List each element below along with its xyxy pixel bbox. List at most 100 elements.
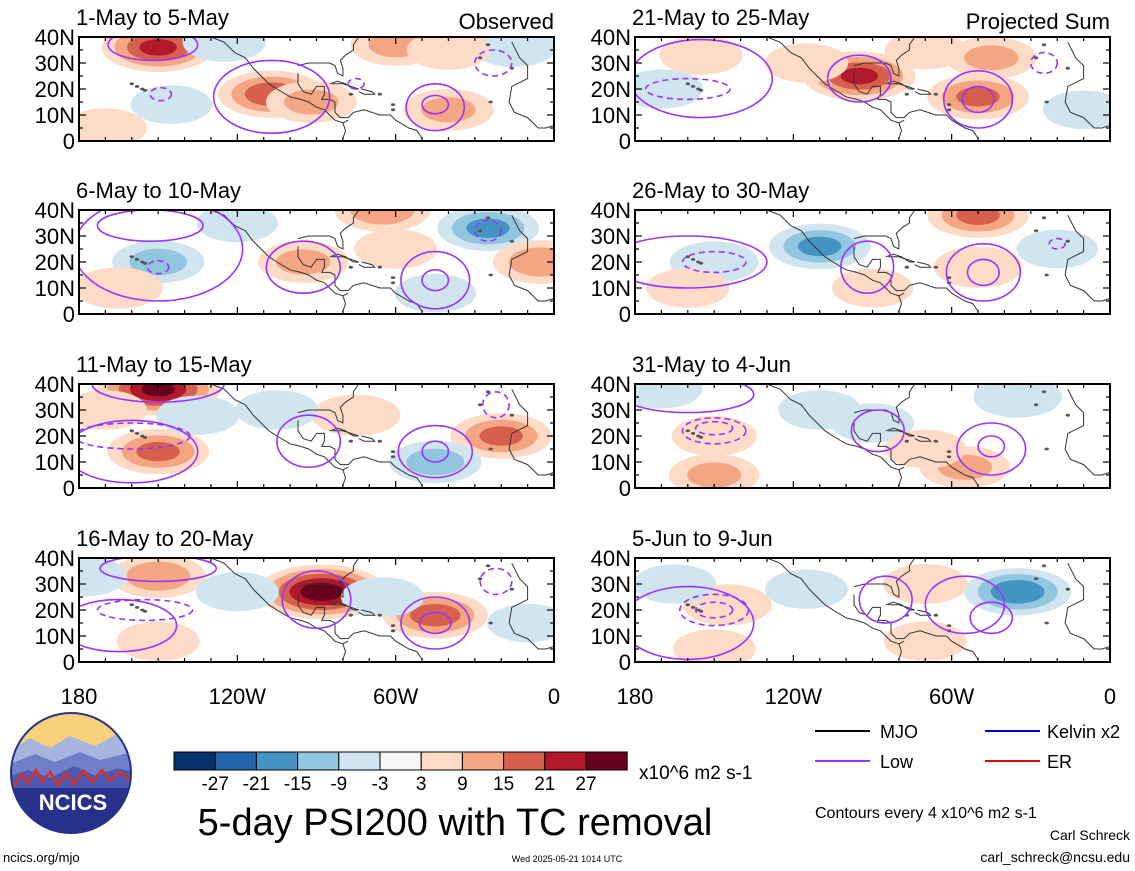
low-contour: [146, 259, 170, 275]
anomaly-level: [635, 69, 703, 109]
y-tick-label: 20N: [35, 250, 75, 275]
low-contour: [840, 240, 895, 295]
x-tick-label: 0: [548, 684, 560, 709]
anomaly-level: [990, 579, 1045, 604]
anomaly-level: [883, 621, 967, 661]
anomaly-level: [156, 395, 240, 435]
low-contour: [281, 570, 352, 630]
anomaly-blob: [107, 428, 209, 475]
island: [348, 92, 354, 96]
island: [390, 108, 396, 112]
colorbar-label: -3: [372, 774, 389, 795]
y-tick-label: 0: [619, 476, 631, 501]
island: [1065, 66, 1070, 70]
panel-title: 6-May to 10-May: [76, 178, 241, 203]
anomaly-level: [276, 249, 331, 275]
panel-subtitle: Observed: [459, 9, 554, 34]
anomaly-level: [671, 415, 757, 457]
island: [129, 603, 134, 607]
island: [933, 265, 939, 269]
coastline: [329, 427, 359, 437]
low-contour: [149, 86, 173, 102]
island: [477, 577, 483, 581]
anomaly-blob: [486, 603, 554, 643]
colorbar-label: -21: [243, 774, 270, 795]
low-contour: [397, 424, 473, 479]
anomaly-blob: [671, 415, 757, 457]
anomaly-level: [196, 210, 278, 243]
low-contour: [826, 54, 892, 103]
coastline: [358, 88, 376, 95]
low-contour: [858, 575, 913, 624]
island: [1044, 621, 1049, 625]
anomaly-blob: [1042, 90, 1110, 130]
y-tick-label: 20N: [35, 598, 75, 623]
island: [142, 88, 148, 92]
anomaly-level: [687, 462, 742, 488]
anomaly-blob: [635, 384, 703, 409]
y-tick-label: 10N: [35, 450, 75, 475]
island: [933, 92, 939, 96]
coastline: [853, 420, 979, 486]
panel-title: 5-Jun to 9-Jun: [632, 526, 773, 551]
y-tick-label: 0: [63, 476, 75, 501]
coastline: [210, 37, 349, 124]
anomaly-blob: [933, 246, 1023, 288]
y-tick-label: 30N: [35, 51, 75, 76]
anomaly-blob: [635, 69, 703, 109]
anomaly-blob: [340, 577, 425, 617]
x-tick-label: 180: [61, 684, 98, 709]
legend-label-kelvin: Kelvin x2: [1047, 722, 1120, 742]
island: [698, 435, 704, 439]
coastline: [1064, 388, 1110, 476]
island: [698, 88, 704, 92]
island: [390, 629, 396, 633]
y-tick-label: 20N: [35, 77, 75, 102]
island: [1033, 403, 1039, 407]
coastline: [508, 388, 554, 476]
island: [477, 403, 483, 407]
coastline: [297, 594, 423, 660]
panel-title: 16-May to 20-May: [76, 526, 253, 551]
island: [134, 85, 140, 88]
coastline: [914, 435, 932, 442]
anomaly-blob: [659, 37, 743, 75]
panel-title: 26-May to 30-May: [632, 178, 809, 203]
y-tick-label: 0: [619, 129, 631, 154]
island: [904, 439, 910, 443]
colorbar-label: 15: [493, 774, 514, 795]
colorbar-label: 9: [457, 774, 468, 795]
low-contour: [96, 598, 194, 622]
colorbar-swatch: [544, 751, 587, 771]
y-tick-label: 10N: [35, 276, 75, 301]
low-contour: [96, 210, 204, 242]
low-contour: [400, 250, 471, 310]
anomaly-blob: [406, 37, 490, 70]
low-contour: [977, 435, 1006, 458]
island: [390, 450, 396, 453]
anomaly-level: [300, 582, 344, 601]
island: [488, 100, 493, 104]
colorbar-swatch: [297, 751, 340, 771]
anomaly-blob: [635, 564, 717, 604]
anomaly-level: [472, 37, 554, 68]
colorbar-label: -9: [330, 774, 347, 795]
low-contour: [421, 94, 450, 115]
anomaly-blob: [492, 240, 554, 284]
low-contour: [79, 210, 244, 302]
low-contour: [481, 390, 510, 419]
anomaly-blob: [394, 273, 476, 313]
anomaly-blob: [195, 572, 279, 612]
y-tick-label: 30N: [35, 398, 75, 423]
island: [685, 82, 690, 86]
anomaly-level: [195, 572, 279, 612]
anomaly-level: [79, 390, 147, 430]
coastline: [508, 562, 554, 650]
y-tick-label: 40N: [35, 372, 75, 397]
y-tick-label: 10N: [591, 450, 631, 475]
island: [485, 564, 491, 568]
island: [477, 229, 483, 233]
island: [377, 613, 383, 617]
low-contour: [681, 416, 747, 445]
